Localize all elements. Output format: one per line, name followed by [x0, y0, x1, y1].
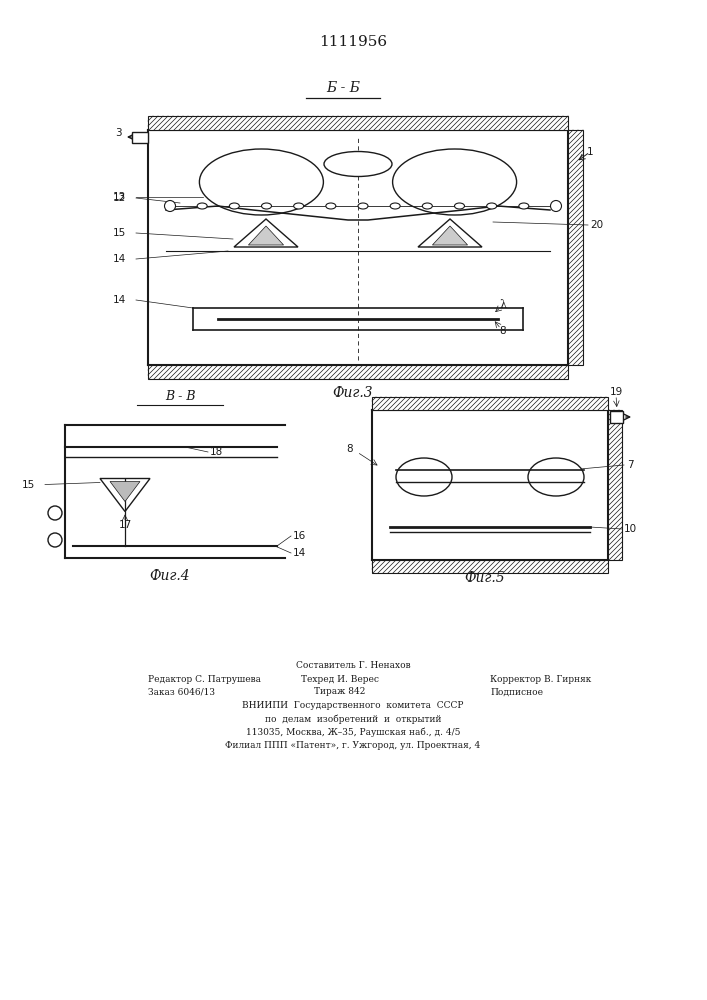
Text: Техред И. Верес: Техред И. Верес: [301, 674, 379, 684]
Text: 113035, Москва, Ж–35, Раушская наб., д. 4/5: 113035, Москва, Ж–35, Раушская наб., д. …: [246, 727, 460, 737]
Text: 8: 8: [346, 444, 354, 454]
Ellipse shape: [422, 203, 433, 209]
Ellipse shape: [324, 151, 392, 176]
Bar: [372, 560, 608, 573]
Ellipse shape: [519, 203, 529, 209]
Polygon shape: [234, 219, 298, 247]
Polygon shape: [100, 479, 150, 512]
Text: Составитель Г. Ненахов: Составитель Г. Ненахов: [296, 660, 410, 670]
Ellipse shape: [392, 149, 517, 215]
Text: 1: 1: [587, 147, 593, 157]
Text: Филиал ППП «Патент», г. Ужгород, ул. Проектная, 4: Филиал ППП «Патент», г. Ужгород, ул. Про…: [226, 740, 481, 750]
Bar: [608, 410, 622, 560]
Text: Подписное: Подписное: [490, 688, 543, 696]
Ellipse shape: [358, 203, 368, 209]
Ellipse shape: [528, 458, 584, 496]
Ellipse shape: [396, 458, 452, 496]
Text: Б - Б: Б - Б: [326, 81, 360, 95]
Text: 15: 15: [112, 228, 126, 238]
Text: 14: 14: [112, 295, 126, 305]
Text: 13: 13: [112, 192, 126, 202]
Polygon shape: [418, 219, 482, 247]
Text: 14: 14: [112, 254, 126, 264]
Text: 7: 7: [626, 460, 633, 470]
Text: 8: 8: [500, 326, 506, 336]
Ellipse shape: [262, 203, 271, 209]
Bar: [132, 132, 148, 143]
Polygon shape: [433, 226, 467, 245]
Text: Тираж 842: Тираж 842: [315, 688, 366, 696]
Circle shape: [48, 506, 62, 520]
Text: 1111956: 1111956: [319, 35, 387, 49]
Polygon shape: [110, 482, 140, 502]
Text: ВНИИПИ  Государственного  комитета  СССР: ВНИИПИ Государственного комитета СССР: [243, 702, 464, 710]
Ellipse shape: [197, 203, 207, 209]
Bar: [610, 411, 623, 423]
Text: 12: 12: [112, 193, 126, 203]
Text: 18: 18: [210, 447, 223, 457]
Polygon shape: [248, 226, 284, 245]
Bar: [148, 116, 568, 130]
Bar: [568, 130, 583, 365]
Ellipse shape: [229, 203, 240, 209]
Text: Фиг.3: Фиг.3: [333, 386, 373, 400]
Ellipse shape: [390, 203, 400, 209]
Text: В - В: В - В: [165, 390, 195, 403]
Circle shape: [551, 200, 561, 212]
Text: 20: 20: [590, 220, 603, 230]
Text: Корректор В. Гирняк: Корректор В. Гирняк: [490, 674, 591, 684]
Ellipse shape: [326, 203, 336, 209]
Text: 14: 14: [293, 548, 306, 558]
Text: Редактор С. Патрушева: Редактор С. Патрушева: [148, 674, 261, 684]
Ellipse shape: [199, 149, 323, 215]
Text: 15: 15: [22, 480, 35, 489]
Text: 8: 8: [404, 189, 411, 199]
Text: по  делам  изобретений  и  открытий: по делам изобретений и открытий: [264, 714, 441, 724]
Text: 3: 3: [115, 128, 122, 138]
Text: Фиг.5: Фиг.5: [464, 571, 506, 585]
Circle shape: [48, 533, 62, 547]
Ellipse shape: [486, 203, 496, 209]
Text: λ: λ: [500, 300, 506, 310]
Text: 19: 19: [609, 387, 623, 397]
Bar: [372, 397, 608, 410]
Text: Заказ 6046/13: Заказ 6046/13: [148, 688, 215, 696]
Ellipse shape: [293, 203, 304, 209]
Bar: [148, 365, 568, 379]
Ellipse shape: [455, 203, 464, 209]
Circle shape: [165, 200, 175, 212]
Text: 16: 16: [293, 531, 306, 541]
Text: 10: 10: [624, 524, 636, 534]
Text: Фиг.4: Фиг.4: [150, 569, 190, 583]
Text: 17: 17: [118, 520, 132, 530]
